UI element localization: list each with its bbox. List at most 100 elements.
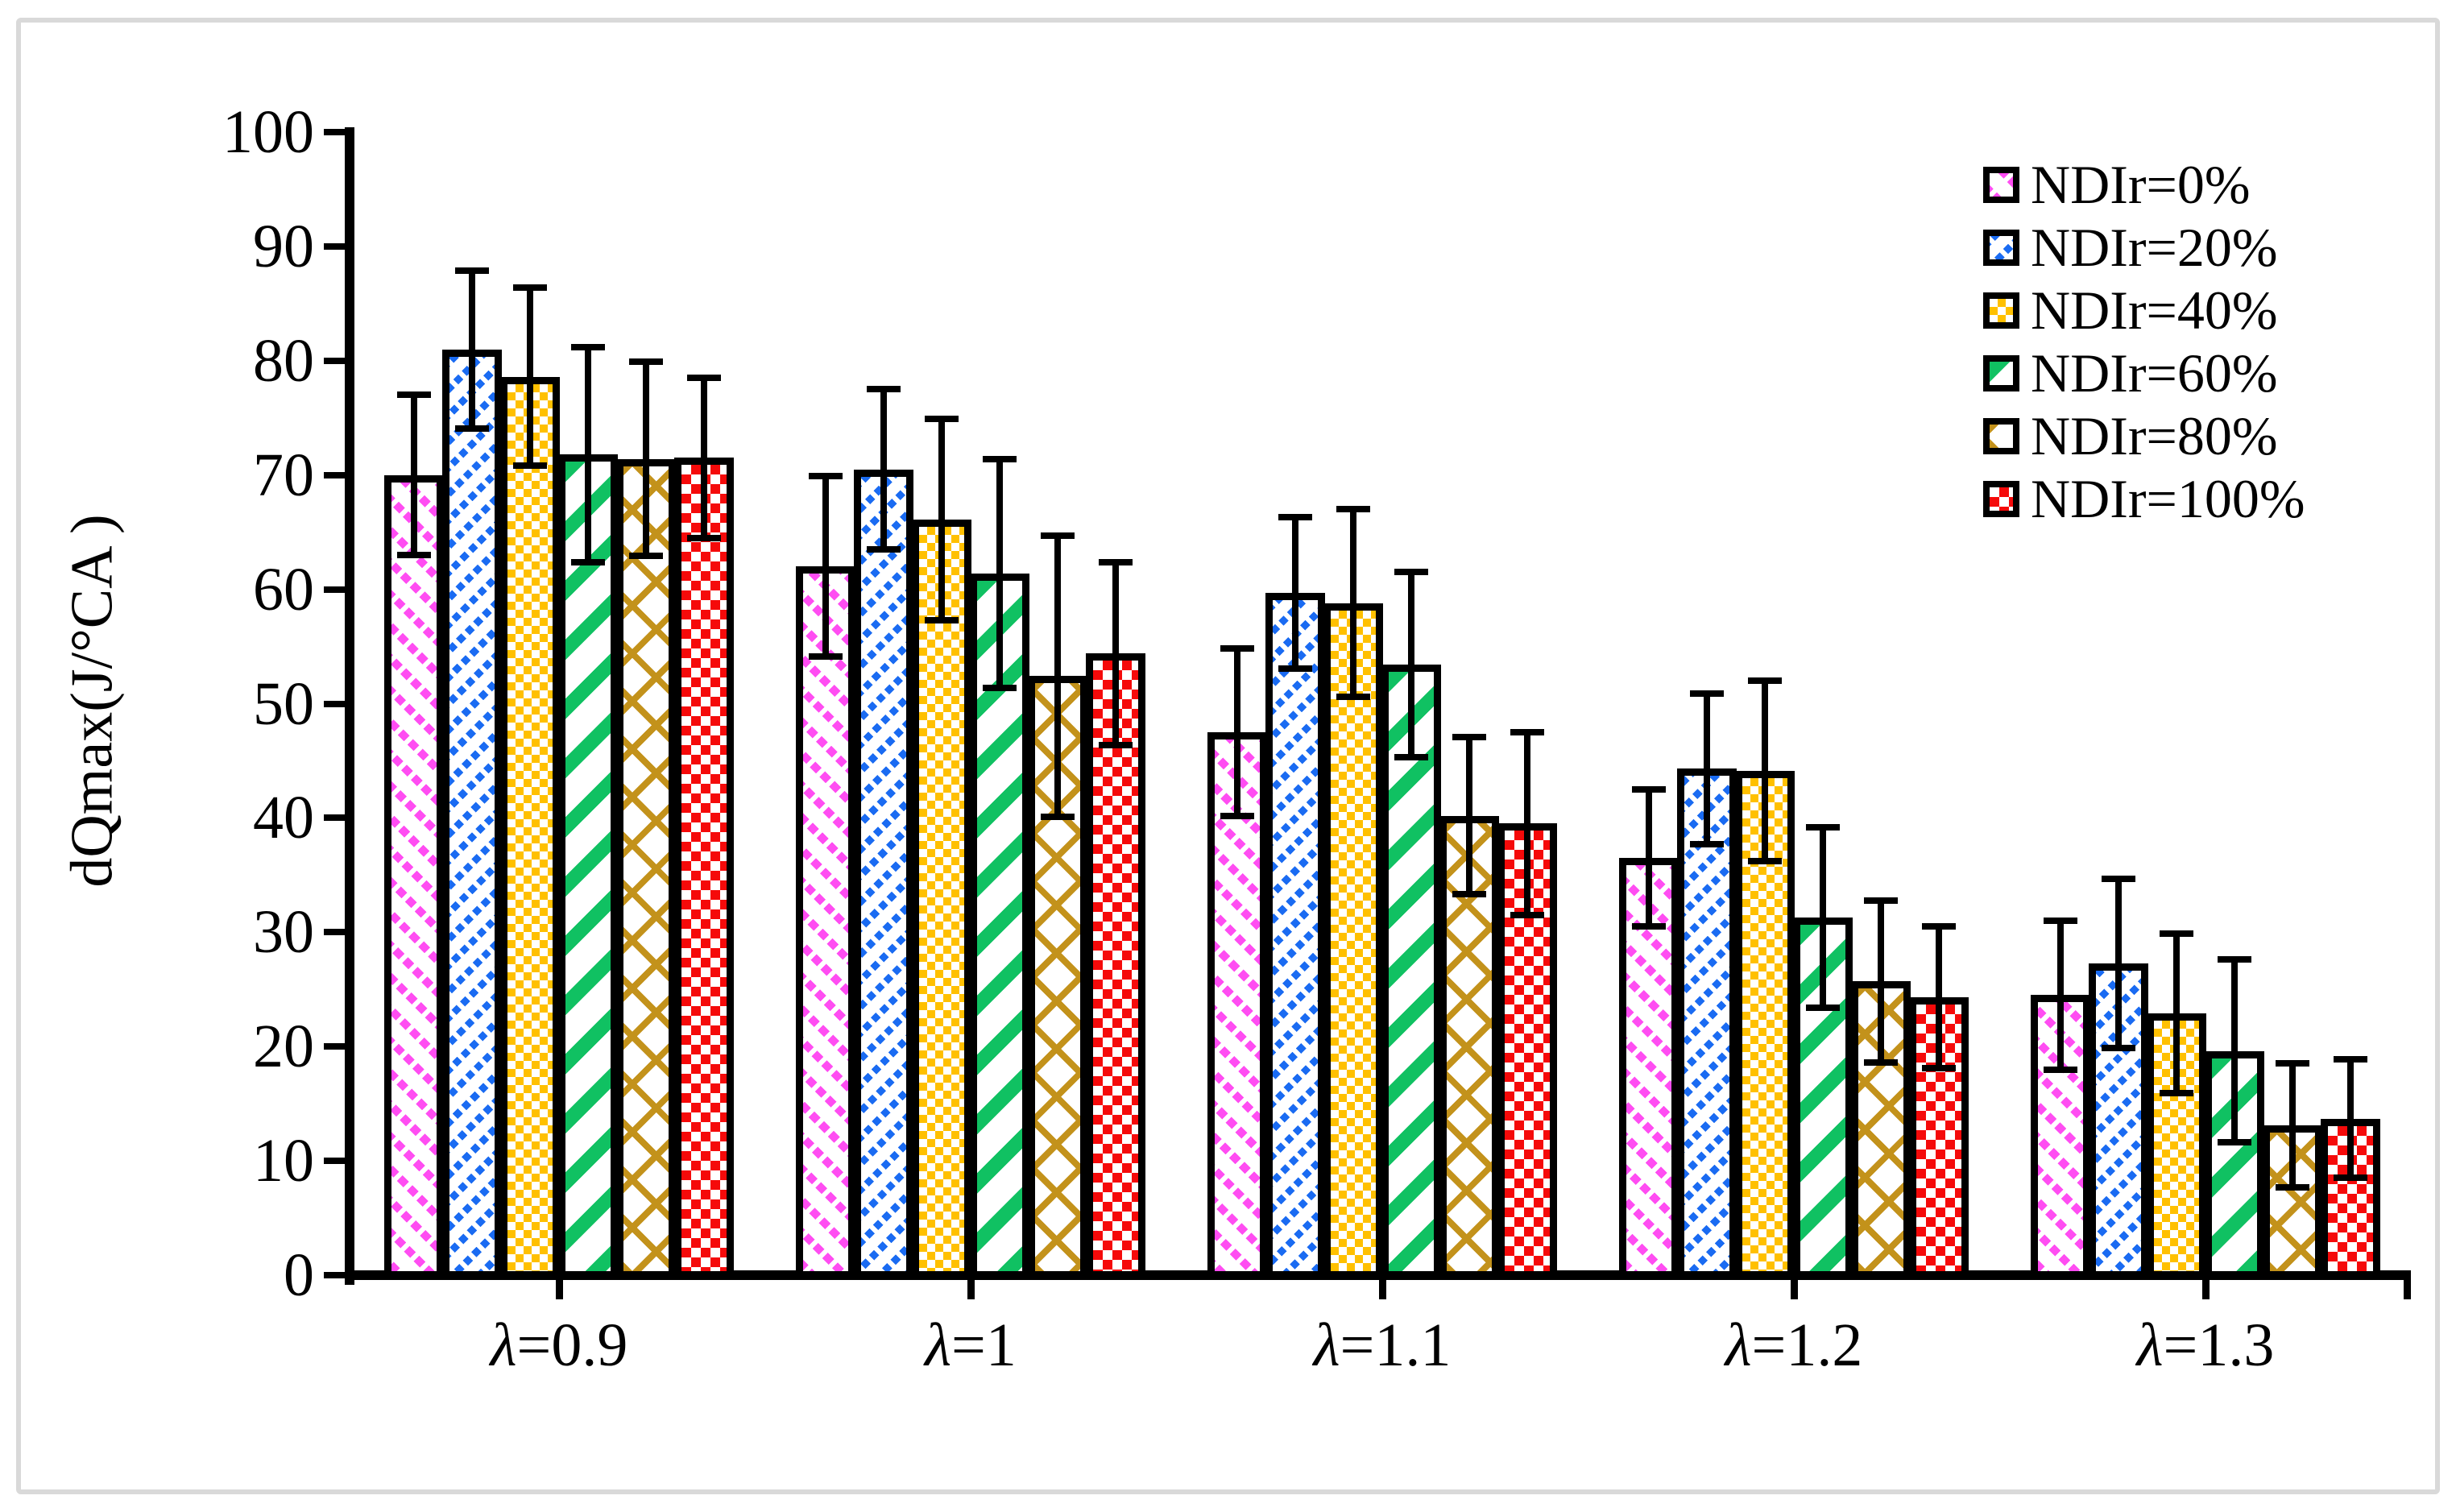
- error-bar-stem: [2231, 959, 2238, 1143]
- legend-swatch: [1983, 292, 2019, 329]
- lambda-symbol: λ: [1725, 1311, 1752, 1379]
- y-axis-tick-label: 70: [253, 441, 314, 509]
- lambda-symbol: λ: [490, 1311, 517, 1379]
- error-bar-cap-top: [2334, 1055, 2367, 1063]
- error-bar-cap-top: [513, 284, 547, 291]
- y-axis-tick: [324, 242, 354, 250]
- error-bar-stem: [1408, 572, 1414, 758]
- y-axis-tick: [324, 471, 354, 478]
- error-bar-stem: [1466, 736, 1472, 895]
- bar-ndir-80-: [616, 458, 676, 1278]
- x-category-label: λ=1: [925, 1311, 1017, 1379]
- error-bar-cap-bottom: [455, 425, 489, 432]
- legend-item-ndir-0-: NDIr=0%: [1983, 153, 2305, 216]
- legend-item-ndir-20-: NDIr=20%: [1983, 216, 2305, 279]
- x-axis-tick: [556, 1275, 563, 1299]
- error-bar-cap-bottom: [397, 552, 431, 559]
- y-axis-tick: [324, 700, 354, 707]
- y-axis-tick-label: 20: [253, 1013, 314, 1081]
- error-bar-cap-top: [1452, 733, 1486, 740]
- legend-label: NDIr=80%: [2031, 405, 2278, 466]
- error-bar-cap-top: [2102, 875, 2135, 882]
- error-bar-cap-top: [2160, 930, 2193, 937]
- error-bar-stem: [2289, 1063, 2296, 1187]
- bar-ndir-20-: [854, 469, 913, 1278]
- error-bar-cap-bottom: [687, 534, 721, 541]
- error-bar-cap-bottom: [1278, 665, 1312, 672]
- y-axis-tick-label: 50: [253, 669, 314, 738]
- error-bar-cap-top: [2044, 918, 2077, 925]
- legend-label: NDIr=60%: [2031, 342, 2278, 404]
- error-bar-cap-top: [867, 386, 901, 393]
- lambda-symbol: λ: [2136, 1311, 2164, 1379]
- error-bar-cap-bottom: [513, 462, 547, 470]
- error-bar-cap-top: [1041, 532, 1075, 539]
- error-bar-cap-top: [1864, 897, 1898, 904]
- error-bar-stem: [1936, 926, 1942, 1069]
- error-bar-cap-bottom: [1510, 912, 1544, 918]
- legend-swatch: [1983, 417, 2019, 454]
- error-bar-stem: [2347, 1058, 2354, 1179]
- y-axis-tick: [324, 814, 354, 822]
- bar-ndir-0-: [1207, 731, 1267, 1278]
- error-bar-cap-top: [571, 343, 605, 350]
- legend-label: NDIr=40%: [2031, 280, 2278, 341]
- y-axis-tick-label: 80: [253, 326, 314, 395]
- error-bar-cap-bottom: [1099, 741, 1133, 748]
- y-axis-tick-label: 40: [253, 784, 314, 852]
- error-bar-cap-bottom: [2102, 1044, 2135, 1051]
- bar-ndir-40-: [1735, 771, 1795, 1278]
- legend-item-ndir-40-: NDIr=40%: [1983, 279, 2305, 342]
- error-bar-cap-bottom: [1632, 923, 1666, 930]
- error-bar-cap-bottom: [983, 684, 1017, 691]
- bar-ndir-0-: [384, 474, 444, 1278]
- error-bar-cap-bottom: [1806, 1004, 1840, 1011]
- x-category-label: λ=1.3: [2136, 1311, 2275, 1379]
- error-bar-cap-bottom: [1748, 858, 1782, 865]
- error-bar-cap-top: [1922, 923, 1956, 930]
- error-bar-cap-top: [1510, 728, 1544, 735]
- error-bar-cap-bottom: [2160, 1090, 2193, 1097]
- x-axis-tick: [1791, 1275, 1798, 1299]
- error-bar-cap-top: [1748, 677, 1782, 685]
- error-bar-cap-top: [1278, 514, 1312, 521]
- error-bar-cap-top: [1394, 569, 1428, 576]
- y-axis-tick: [324, 1158, 354, 1165]
- error-bar-cap-bottom: [925, 616, 959, 623]
- error-bar-stem: [2173, 933, 2180, 1094]
- error-bar-cap-top: [629, 358, 663, 366]
- error-bar-cap-bottom: [571, 558, 605, 565]
- error-bar-cap-top: [809, 473, 843, 480]
- error-bar-cap-top: [1690, 690, 1724, 697]
- error-bar-cap-top: [1220, 645, 1254, 652]
- x-axis-tick: [1379, 1275, 1386, 1299]
- bar-ndir-20-: [1677, 768, 1737, 1278]
- error-bar-stem: [1646, 789, 1652, 927]
- error-bar-cap-bottom: [2334, 1174, 2367, 1182]
- y-axis-tick-label: 30: [253, 898, 314, 967]
- error-bar-cap-bottom: [1394, 754, 1428, 761]
- bar-ndir-60-: [2205, 1050, 2264, 1278]
- error-bar-cap-bottom: [1690, 841, 1724, 848]
- error-bar-stem: [411, 395, 417, 556]
- error-bar-cap-top: [925, 416, 959, 423]
- bar-ndir-20-: [1265, 592, 1325, 1278]
- error-bar-stem: [701, 378, 707, 538]
- error-bar-stem: [1878, 900, 1884, 1063]
- y-axis-tick: [324, 929, 354, 936]
- legend-label: NDIr=100%: [2031, 468, 2305, 529]
- legend-item-ndir-60-: NDIr=60%: [1983, 342, 2305, 404]
- error-bar-cap-top: [1336, 506, 1370, 513]
- y-axis-label: dQmax(J/°CA ): [59, 514, 126, 888]
- error-bar-cap-top: [1099, 558, 1133, 565]
- error-bar-cap-top: [397, 391, 431, 399]
- error-bar-cap-bottom: [809, 653, 843, 661]
- bar-ndir-100-: [674, 458, 734, 1278]
- y-axis-tick: [324, 357, 354, 364]
- y-axis-tick-label: 0: [284, 1241, 314, 1309]
- error-bar-cap-bottom: [1864, 1059, 1898, 1067]
- error-bar-stem: [2057, 921, 2064, 1070]
- bar-ndir-0-: [796, 566, 855, 1278]
- error-bar-cap-bottom: [1041, 813, 1075, 820]
